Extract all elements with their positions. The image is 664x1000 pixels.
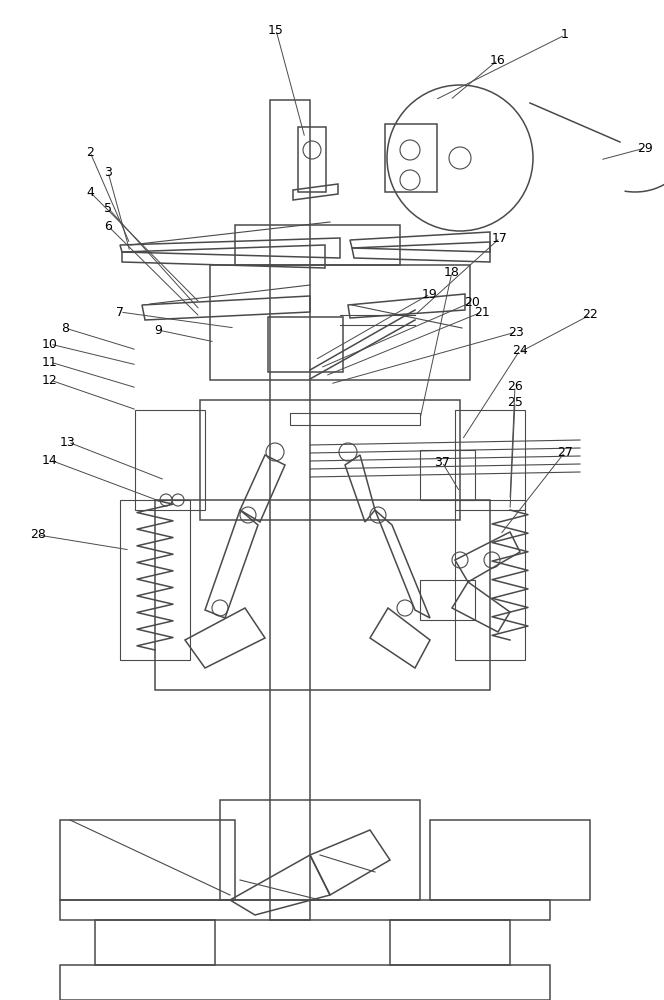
Text: 18: 18 <box>444 265 460 278</box>
Text: 13: 13 <box>60 436 76 448</box>
Text: 21: 21 <box>474 306 490 318</box>
Bar <box>290 413 420 425</box>
Text: 15: 15 <box>268 23 284 36</box>
Bar <box>95 920 215 965</box>
Text: 4: 4 <box>86 186 94 198</box>
Text: 9: 9 <box>154 324 162 336</box>
Text: 5: 5 <box>104 202 112 215</box>
Text: 10: 10 <box>42 338 58 351</box>
Text: 29: 29 <box>637 141 653 154</box>
Text: 20: 20 <box>464 296 480 308</box>
Text: 28: 28 <box>30 528 46 542</box>
Text: 17: 17 <box>492 232 508 244</box>
Bar <box>455 500 525 660</box>
Bar <box>220 800 420 900</box>
Bar <box>298 127 326 192</box>
Bar <box>60 900 550 920</box>
Bar <box>390 920 510 965</box>
Bar <box>235 225 400 265</box>
Bar <box>385 124 437 192</box>
Bar <box>270 100 310 920</box>
Text: 12: 12 <box>42 373 58 386</box>
Text: 22: 22 <box>582 308 598 322</box>
Text: 24: 24 <box>512 344 528 357</box>
Text: 14: 14 <box>42 454 58 466</box>
Text: 1: 1 <box>561 28 569 41</box>
Text: 8: 8 <box>61 322 69 334</box>
Bar <box>268 317 343 372</box>
Text: 7: 7 <box>116 306 124 318</box>
Bar <box>455 410 525 510</box>
Bar <box>135 410 205 510</box>
Text: 27: 27 <box>557 446 573 458</box>
Bar <box>420 450 475 500</box>
Bar <box>200 400 460 520</box>
Text: 19: 19 <box>422 288 438 300</box>
Text: 37: 37 <box>434 456 450 468</box>
Bar <box>430 820 590 900</box>
Text: 2: 2 <box>86 145 94 158</box>
Bar <box>60 820 235 900</box>
Text: 3: 3 <box>104 165 112 178</box>
Bar <box>155 500 490 690</box>
Text: 25: 25 <box>507 395 523 408</box>
Text: 26: 26 <box>507 379 523 392</box>
Bar <box>420 580 475 620</box>
Bar <box>210 265 470 380</box>
Text: 23: 23 <box>508 326 524 338</box>
Text: 11: 11 <box>42 356 58 368</box>
Bar <box>120 500 190 660</box>
Text: 16: 16 <box>490 53 506 66</box>
Text: 6: 6 <box>104 220 112 232</box>
Bar <box>60 965 550 1000</box>
